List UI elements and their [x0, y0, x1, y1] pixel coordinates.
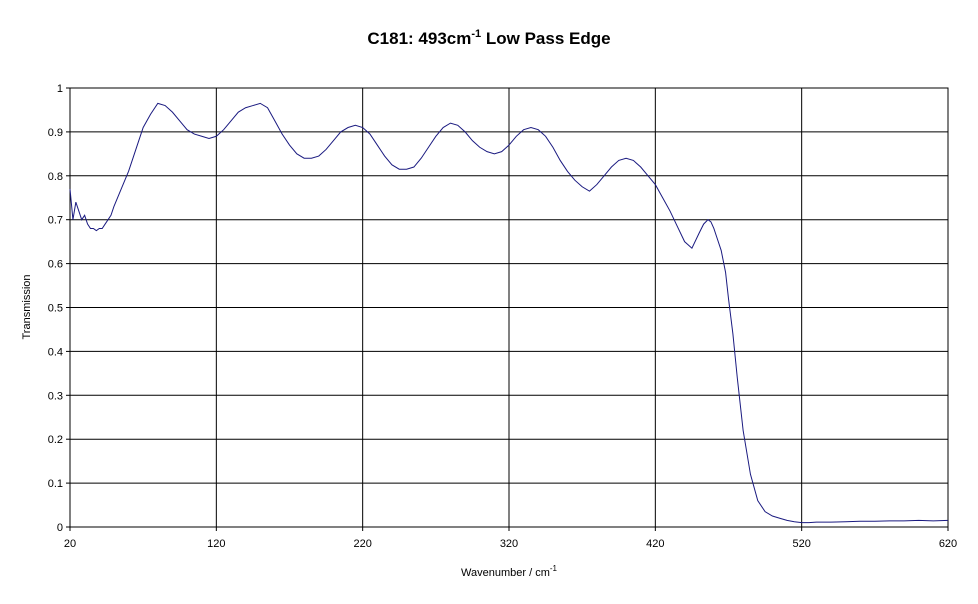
x-tick-label: 520	[792, 538, 810, 550]
x-tick-label: 420	[646, 538, 664, 550]
chart-title: C181: 493cm-1 Low Pass Edge	[367, 28, 610, 48]
y-tick-label: 0.2	[48, 434, 63, 446]
x-tick-label: 320	[500, 538, 518, 550]
y-tick-label: 0.5	[48, 303, 63, 315]
x-tick-label: 20	[64, 538, 76, 550]
x-tick-label: 120	[207, 538, 225, 550]
y-tick-label: 0.4	[48, 346, 63, 358]
y-tick-label: 0.1	[48, 478, 63, 490]
y-tick-label: 0.6	[48, 259, 63, 271]
y-tick-label: 0.3	[48, 390, 63, 402]
y-tick-label: 0.7	[48, 215, 63, 227]
y-tick-label: 1	[57, 83, 63, 95]
x-axis-label: Wavenumber / cm-1	[461, 564, 558, 579]
y-tick-label: 0.8	[48, 171, 63, 183]
y-tick-label: 0.9	[48, 127, 63, 139]
series-line	[69, 102, 949, 524]
x-tick-label: 220	[353, 538, 371, 550]
y-tick-label: 0	[57, 522, 63, 534]
y-axis-label: Transmission	[21, 275, 33, 340]
x-tick-label: 620	[939, 538, 957, 550]
